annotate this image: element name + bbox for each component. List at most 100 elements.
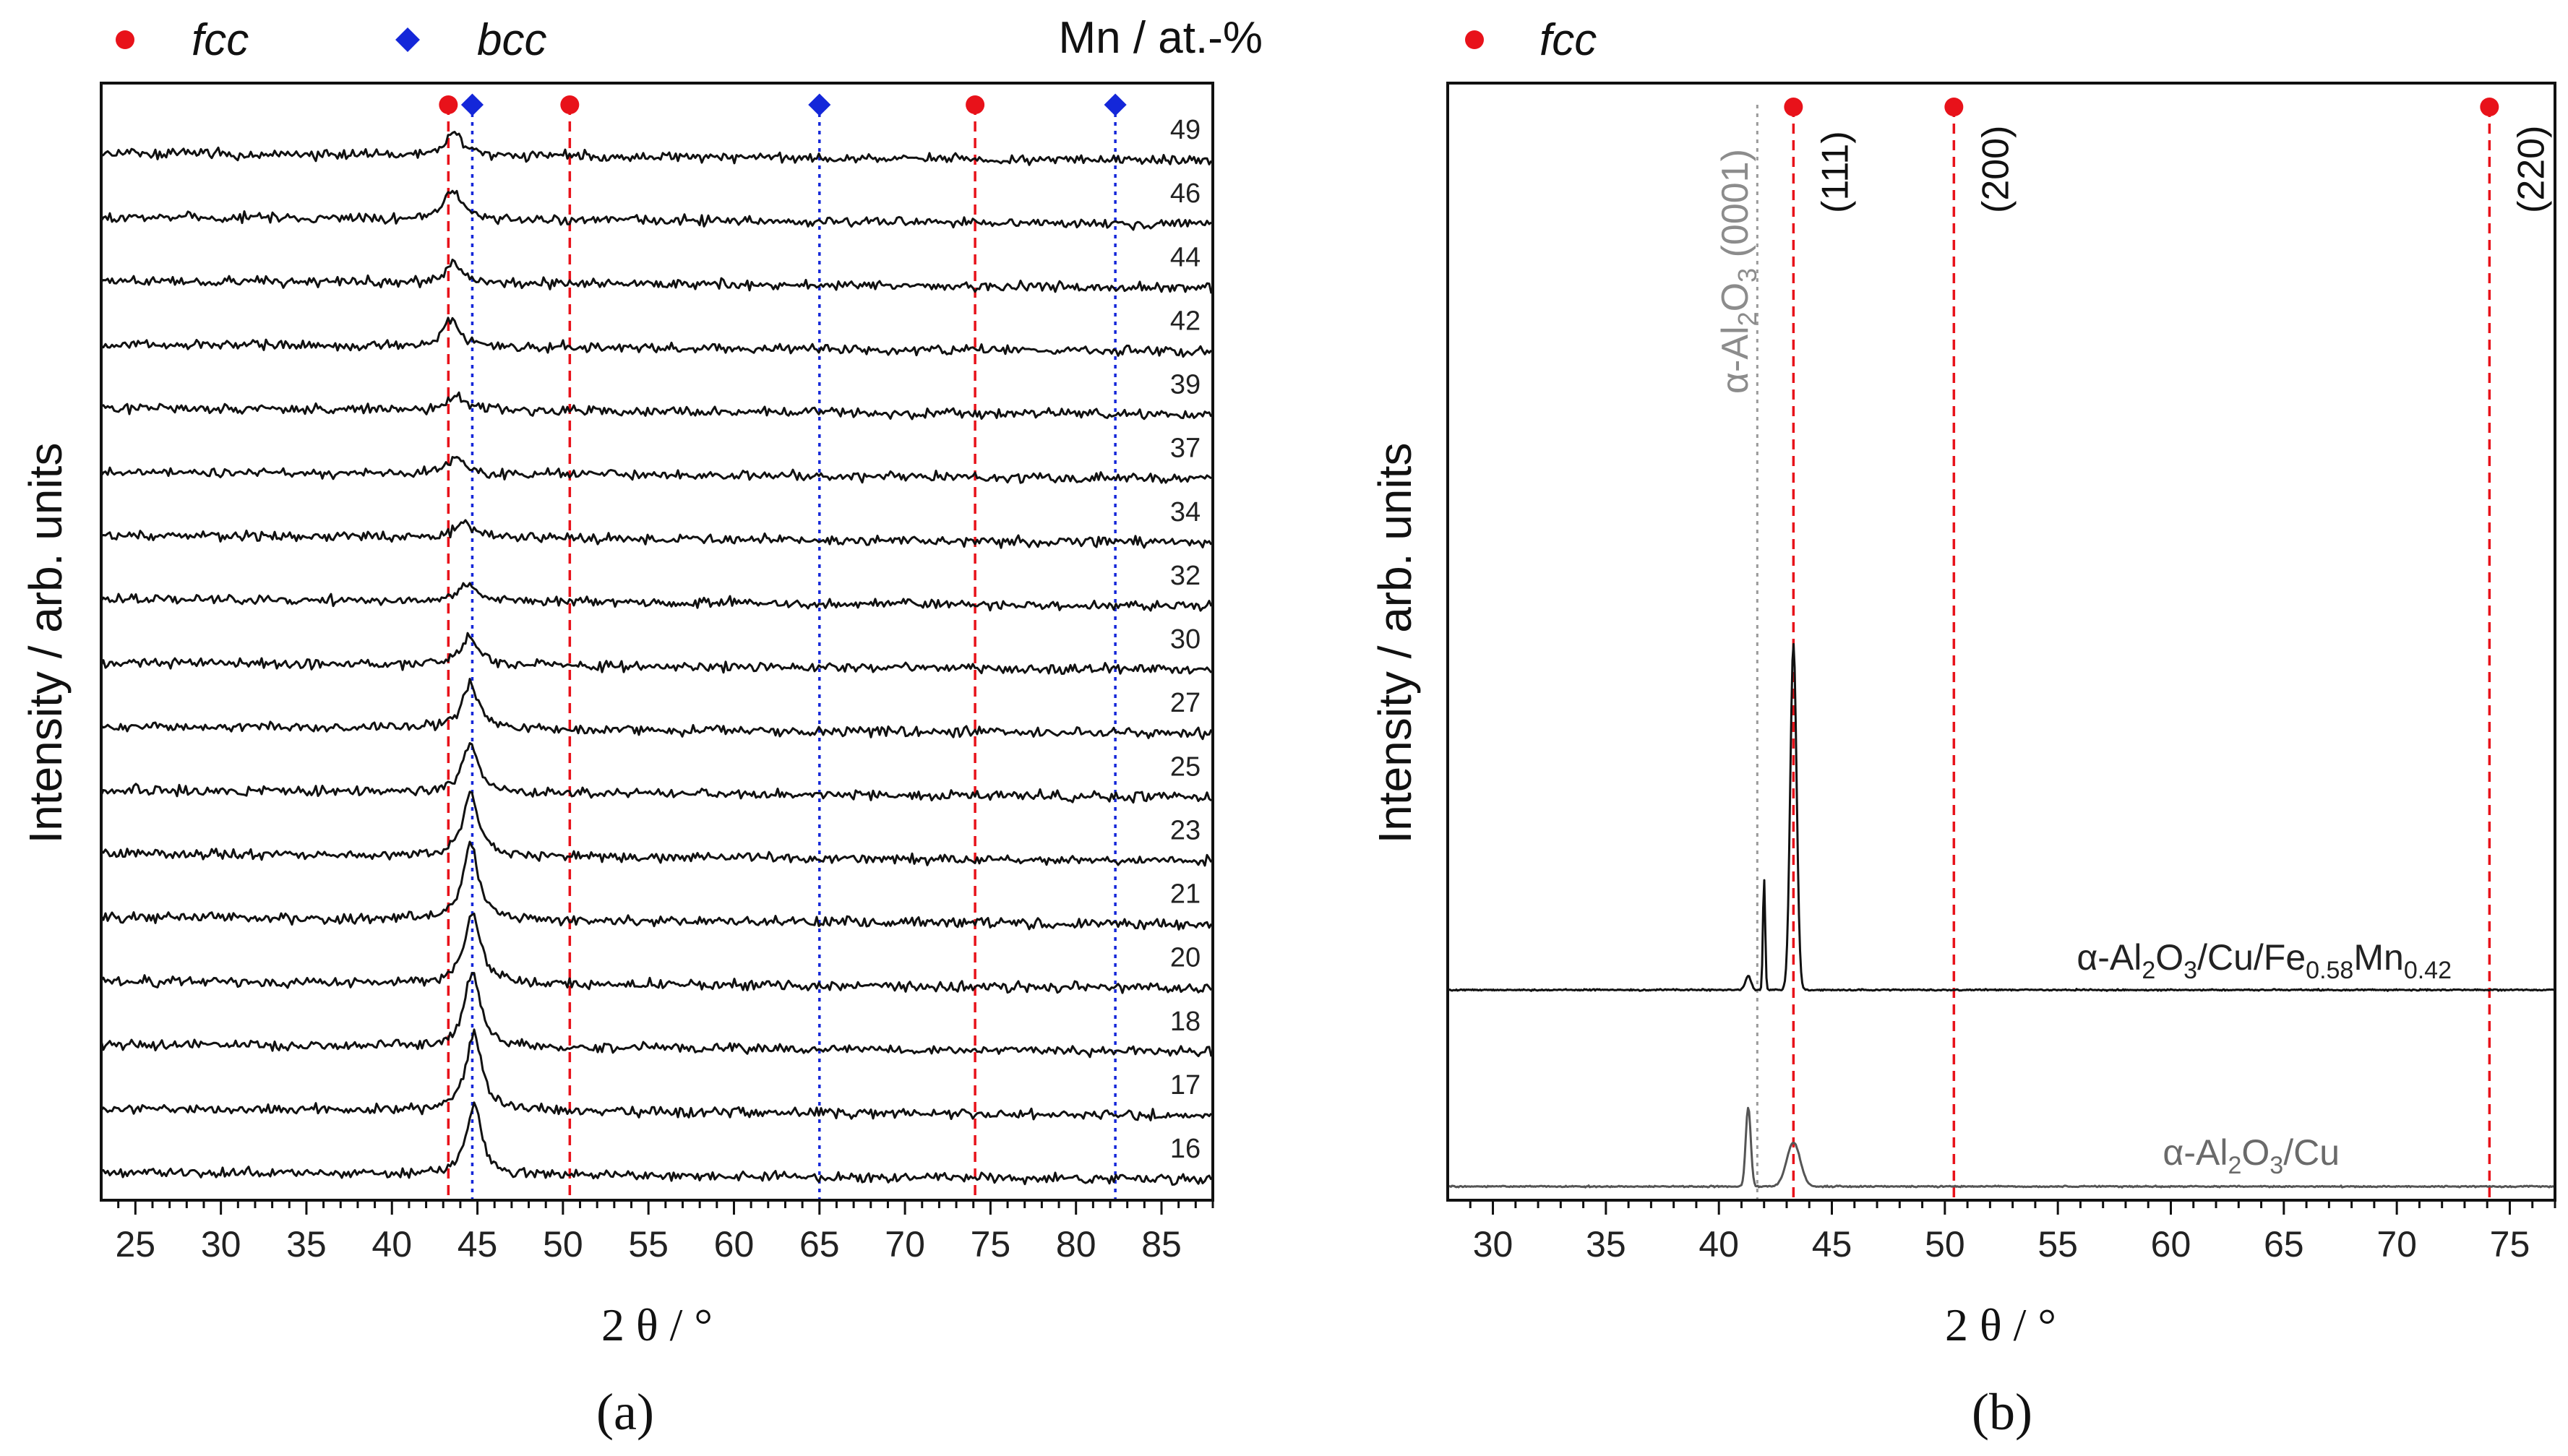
trace-mn-44 [100,258,1213,294]
trace-label-cu-p1: 2 [2228,1152,2241,1179]
traces-b [1447,642,2556,1189]
substrate-prefix: α-Al [1714,326,1756,394]
trace-label-fe-mn-p1: 2 [2142,957,2155,984]
trace-mn-21 [100,840,1213,931]
panel-b: fcc (111) (200) (220) α-Al2O3 (0001) α-Al2… [1369,15,2556,1441]
series-label-mn-17: 17 [1170,1070,1201,1100]
series-label-mn-30: 30 [1170,624,1201,655]
fcc-ref-marker-b-2 [2480,98,2499,116]
trace-mn-25 [100,742,1212,804]
legend-bcc-marker [395,27,420,52]
fcc-ref-marker-a-0 [439,95,458,114]
series-label-mn-21: 21 [1170,879,1201,910]
x-axis-a: 25 30 35 40 45 50 55 60 65 70 75 80 85 [116,1200,1214,1265]
x-axis-b: 30 35 40 45 50 55 60 65 70 75 [1469,1200,2556,1265]
x-tick-label-a-45: 45 [458,1224,498,1265]
substrate-sub1: 2 [1732,311,1762,326]
trace-label-fe-mn-p3: 3 [2183,957,2197,984]
trace-label-cu-p0: α-Al [2163,1132,2228,1173]
reference-lines-b [1756,105,2491,1200]
trace-label-fe-mn-p2: O [2155,937,2183,978]
series-label-mn-37: 37 [1170,434,1201,464]
trace-mn-27 [100,678,1213,741]
series-label-mn-18: 18 [1170,1007,1201,1037]
panel-a: fcc bcc Mn / at.-% 49 46 44 42 39 37 34 32 30 27 2… [20,13,1263,1441]
plot-frame-a [100,82,1214,1202]
legend-fcc-label: fcc [192,15,249,65]
trace-mn-23 [100,791,1213,867]
x-axis-title-b: 2 θ / ° [1945,1299,2056,1351]
x-tick-label-b-70: 70 [2376,1224,2417,1265]
legend-fcc-marker [116,30,134,49]
x-tick-label-a-25: 25 [116,1224,156,1265]
bcc-ref-marker-a-2 [1104,93,1127,116]
trace-mn-30 [100,632,1213,675]
series-header-mn: Mn / at.-% [1058,13,1263,63]
x-tick-label-a-80: 80 [1056,1224,1096,1265]
trace-mn-18 [100,972,1213,1059]
x-tick-label-a-65: 65 [799,1224,840,1265]
series-label-mn-44: 44 [1170,242,1201,272]
series-label-mn-34: 34 [1170,497,1201,527]
fcc-ref-marker-a-2 [966,95,985,114]
x-axis-title-a: 2 θ / ° [601,1299,713,1351]
trace-label-fe-mn-p0: α-Al [2077,937,2142,978]
x-tick-label-a-55: 55 [628,1224,669,1265]
legend-bcc-label: bcc [477,15,546,65]
hkl-label-0: (111) [1814,131,1856,213]
traces-a [100,131,1213,1186]
panel-label-a: (a) [596,1383,654,1441]
series-label-mn-49: 49 [1170,115,1201,145]
x-tick-label-a-30: 30 [201,1224,241,1265]
trace-label-fe-mn-p4: /Cu/Fe [2197,937,2306,978]
panel-label-b: (b) [1972,1383,2032,1441]
reference-markers-a [439,93,1127,116]
x-tick-label-b-60: 60 [2151,1224,2191,1265]
x-tick-label-b-45: 45 [1812,1224,1852,1265]
trace-label-fe-mn-p7: 0.42 [2404,957,2452,984]
reference-lines-a [447,105,1117,1200]
hkl-label-2: (220) [2510,126,2552,213]
trace-label-fe-mn-p5: 0.58 [2306,957,2353,984]
series-label-mn-39: 39 [1170,370,1201,400]
x-tick-label-b-40: 40 [1699,1224,1739,1265]
trace-mn-46 [100,189,1212,231]
x-tick-label-a-35: 35 [286,1224,327,1265]
trace-label-cu-p4: /Cu [2283,1132,2340,1173]
x-tick-label-b-35: 35 [1586,1224,1626,1265]
fcc-ref-marker-b-0 [1784,98,1803,116]
trace-mn-34 [100,519,1213,549]
x-tick-label-b-65: 65 [2264,1224,2304,1265]
substrate-label: α-Al2O3 (0001) [1714,149,1762,394]
legend-fcc-label-b: fcc [1539,15,1597,65]
y-axis-title-b: Intensity / arb. units [1369,443,1421,844]
trace-mn-20 [100,912,1213,994]
trace-mn-49 [100,131,1213,166]
series-label-mn-42: 42 [1170,306,1201,336]
x-tick-label-a-50: 50 [543,1224,583,1265]
trace-label-fe-mn: α-Al2O3/Cu/Fe0.58Mn0.42 [2077,937,2452,984]
trace-mn-16 [100,1101,1213,1186]
trace-mn-39 [100,391,1213,421]
bcc-ref-marker-a-0 [460,93,484,116]
trace-b-0 [1447,642,2555,992]
x-tick-label-b-55: 55 [2037,1224,2078,1265]
x-tick-label-a-40: 40 [372,1224,412,1265]
reference-markers-b [1784,98,2499,116]
x-tick-label-a-85: 85 [1141,1224,1182,1265]
plot-frame-b [1446,82,2556,1202]
trace-label-fe-mn-p6: Mn [2353,937,2403,978]
fcc-ref-marker-b-1 [1944,98,1964,116]
trace-label-cu-p3: 3 [2269,1152,2283,1179]
fcc-ref-marker-a-1 [560,95,580,114]
trace-mn-42 [100,316,1213,358]
trace-label-cu-p2: O [2241,1132,2269,1173]
series-label-mn-46: 46 [1170,178,1201,209]
series-label-mn-16: 16 [1170,1134,1201,1164]
legend-fcc-marker-b [1465,30,1484,49]
legend-a: fcc bcc Mn / at.-% [116,13,1263,65]
y-axis-title-a: Intensity / arb. units [20,443,72,844]
hkl-labels-b: (111) (200) (220) [1814,126,2552,213]
substrate-suffix: (0001) [1714,149,1756,268]
